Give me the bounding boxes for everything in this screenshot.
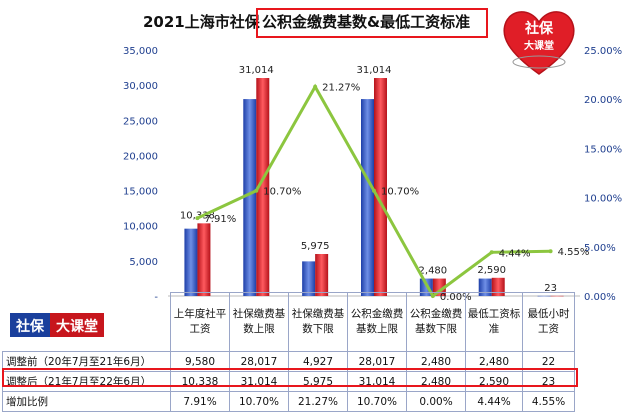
percent-data-label: 10.70% bbox=[263, 187, 301, 198]
percent-data-label: 7.91% bbox=[204, 214, 236, 225]
brand-badge: 社保 大课堂 bbox=[10, 313, 104, 337]
left-tick-label: 15,000 bbox=[123, 187, 158, 198]
table-cell: 10,338 bbox=[170, 371, 230, 392]
table-cell: 23 bbox=[522, 371, 575, 392]
chart-title-prefix: 2021上海市社保 bbox=[143, 13, 261, 31]
bar-before bbox=[184, 228, 198, 296]
left-axis: 35,000 30,000 25,000 20,000 15,000 10,000 5,00… bbox=[123, 46, 158, 303]
table-header: 公积金缴费基数上限 bbox=[347, 292, 407, 352]
table-cell: 5,975 bbox=[288, 371, 348, 392]
left-tick-label: 20,000 bbox=[123, 151, 158, 162]
badge-part1: 社保 bbox=[10, 313, 50, 337]
right-tick-label: 25.00% bbox=[584, 46, 622, 57]
percent-data-label: 4.55% bbox=[558, 247, 590, 258]
table-cell: 31,014 bbox=[347, 371, 407, 392]
badge-part2: 大课堂 bbox=[50, 313, 104, 337]
table-row: 调整后（21年7月至22年6月） 10,338 31,014 5,975 31,… bbox=[2, 371, 575, 392]
bar-after bbox=[491, 277, 505, 296]
table-cell: 2,480 bbox=[465, 351, 523, 372]
bar-after bbox=[256, 78, 270, 296]
table-row: 调整前（20年7月至21年6月） 9,580 28,017 4,927 28,0… bbox=[2, 351, 575, 372]
bar-data-label: 31,014 bbox=[239, 65, 274, 76]
bar-data-label: 23 bbox=[544, 283, 557, 294]
table-cell: 28,017 bbox=[347, 351, 407, 372]
bar-data-label: 2,590 bbox=[477, 265, 506, 276]
table-cell: 21.27% bbox=[288, 391, 348, 412]
row-label: 调整后（21年7月至22年6月） bbox=[2, 371, 171, 392]
bar-data-label: 31,014 bbox=[357, 65, 392, 76]
left-tick-label: - bbox=[154, 292, 158, 303]
table-header: 社保缴费基数下限 bbox=[288, 292, 348, 352]
bar-data-label: 2,480 bbox=[419, 266, 448, 277]
table-cell: 31,014 bbox=[229, 371, 289, 392]
logo-line1: 社保 bbox=[525, 21, 553, 37]
table-header: 公积金缴费基数下限 bbox=[406, 292, 466, 352]
left-tick-label: 35,000 bbox=[123, 46, 158, 57]
row-label: 调整前（20年7月至21年6月） bbox=[2, 351, 171, 372]
percent-data-label: 21.27% bbox=[322, 83, 360, 94]
bar-data-label: 5,975 bbox=[301, 241, 330, 252]
table-cell: 4,927 bbox=[288, 351, 348, 372]
bar-after bbox=[374, 78, 387, 296]
bar-after bbox=[315, 254, 329, 296]
right-axis: 25.00% 20.00% 15.00% 10.00% 5.00% 0.00% bbox=[584, 46, 622, 303]
table-header: 社保缴费基数上限 bbox=[229, 292, 289, 352]
table-cell: 2,480 bbox=[406, 351, 466, 372]
table-cell: 0.00% bbox=[406, 391, 466, 412]
table-header: 上年度社平工资 bbox=[170, 292, 230, 352]
bar-before bbox=[302, 261, 316, 296]
chart-title-highlight: 公积金缴费基数&最低工资标准 bbox=[262, 13, 470, 31]
percent-point bbox=[313, 84, 318, 89]
table-cell: 9,580 bbox=[170, 351, 230, 372]
percent-point bbox=[195, 216, 200, 221]
bar-before bbox=[243, 99, 257, 297]
left-tick-label: 10,000 bbox=[123, 222, 158, 233]
percent-point bbox=[489, 250, 494, 255]
table-cell: 2,480 bbox=[406, 371, 466, 392]
right-tick-label: 15.00% bbox=[584, 144, 622, 155]
right-tick-label: 10.00% bbox=[584, 194, 622, 205]
table-cell: 22 bbox=[522, 351, 575, 372]
left-tick-label: 30,000 bbox=[123, 81, 158, 92]
table-cell: 28,017 bbox=[229, 351, 289, 372]
left-tick-label: 25,000 bbox=[123, 116, 158, 127]
table-cell: 4.55% bbox=[522, 391, 575, 412]
percent-point bbox=[372, 188, 376, 193]
right-tick-label: 0.00% bbox=[584, 292, 616, 303]
bar-before bbox=[361, 99, 374, 297]
percent-point bbox=[254, 188, 259, 193]
percent-line-series: 7.91%10.70%21.27%10.70%0.00%4.44% 4.55% bbox=[195, 83, 589, 303]
percent-point bbox=[548, 249, 553, 254]
table-header: 最低工资标准 bbox=[465, 292, 523, 352]
bar-after bbox=[432, 278, 446, 296]
right-tick-label: 20.00% bbox=[584, 95, 622, 106]
data-table: 上年度社平工资 社保缴费基数上限 社保缴费基数下限 公积金缴费基数上限 公积金缴… bbox=[2, 292, 575, 412]
left-tick-label: 5,000 bbox=[129, 257, 158, 268]
percent-data-label: 4.44% bbox=[499, 248, 531, 259]
table-cell: 2,590 bbox=[465, 371, 523, 392]
bar-after bbox=[197, 223, 211, 296]
heart-logo: 社保 大课堂 bbox=[498, 4, 580, 78]
table-row: 增加比例 7.91% 10.70% 21.27% 10.70% 0.00% 4.… bbox=[2, 391, 575, 412]
table-header-row: 上年度社平工资 社保缴费基数上限 社保缴费基数下限 公积金缴费基数上限 公积金缴… bbox=[3, 292, 575, 352]
table-header: 最低小时工资 bbox=[522, 292, 575, 352]
bars: 10,338 31,014 5,975 31,014 2,480 2,590 23 bbox=[180, 65, 564, 297]
bar-data-label: 10,338 bbox=[180, 210, 215, 221]
bar-before bbox=[478, 278, 492, 296]
logo-line2: 大课堂 bbox=[524, 41, 554, 52]
right-tick-label: 5.00% bbox=[584, 243, 616, 254]
percent-data-label: 10.70% bbox=[381, 187, 419, 198]
